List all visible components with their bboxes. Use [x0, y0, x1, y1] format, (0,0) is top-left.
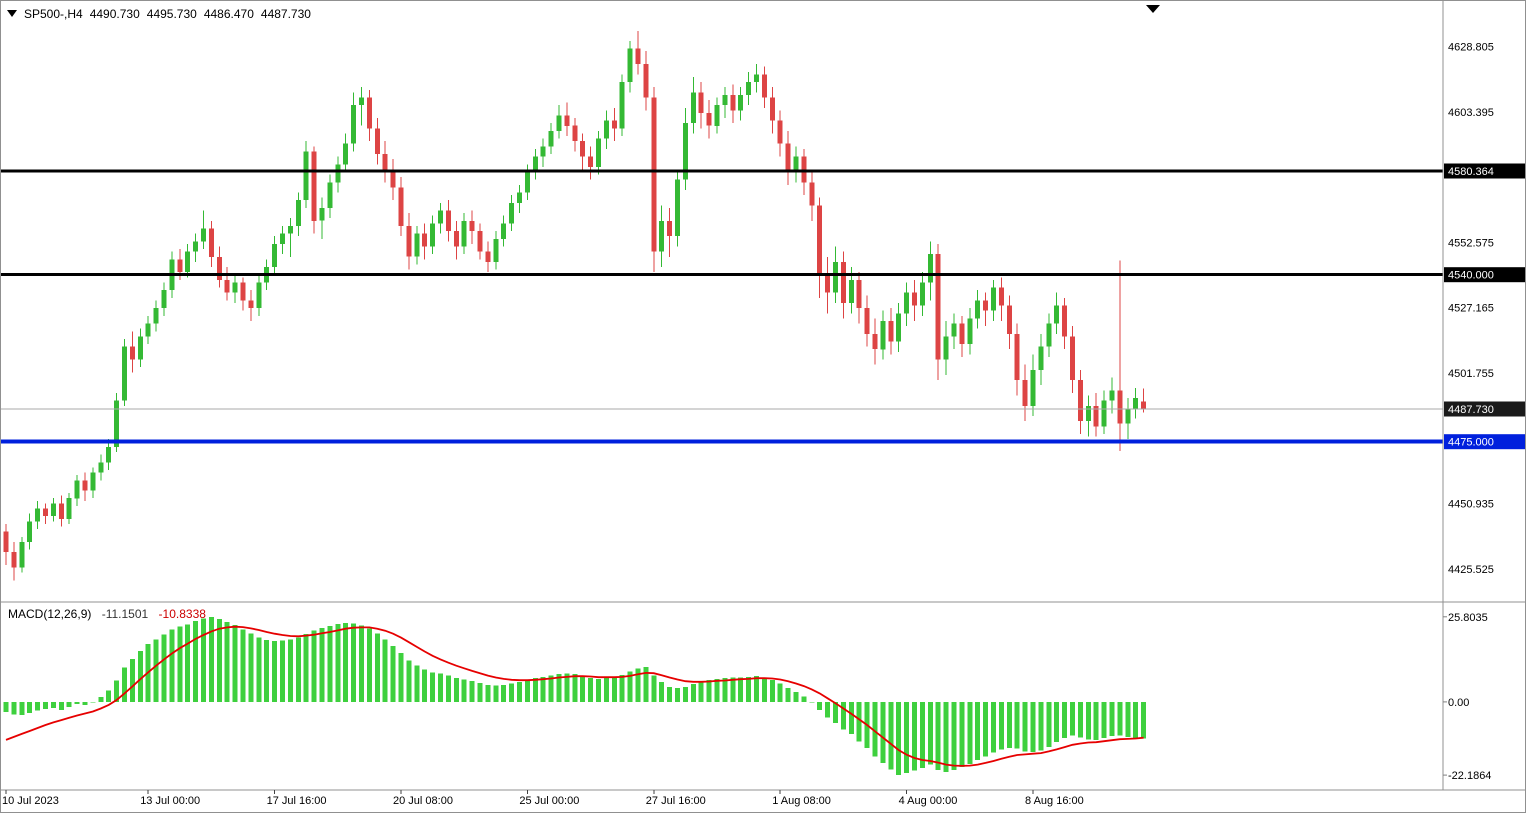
svg-text:13 Jul 00:00: 13 Jul 00:00: [140, 795, 200, 807]
macd-main-value: -11.1501: [101, 607, 149, 621]
svg-text:17 Jul 16:00: 17 Jul 16:00: [267, 795, 327, 807]
open-value: 4490.730: [89, 7, 140, 21]
svg-text:4527.165: 4527.165: [1448, 303, 1494, 315]
horizontal-level-lines[interactable]: [1, 169, 1443, 444]
macd-signal-line: [5, 625, 1144, 767]
macd-indicator-label: MACD(12,26,9) -11.1501 -10.8338: [8, 607, 206, 621]
svg-text:8 Aug 16:00: 8 Aug 16:00: [1025, 795, 1084, 807]
svg-text:0.00: 0.00: [1448, 697, 1469, 709]
svg-text:25.8035: 25.8035: [1448, 612, 1488, 624]
svg-text:10 Jul 2023: 10 Jul 2023: [2, 795, 59, 807]
svg-text:1 Aug 08:00: 1 Aug 08:00: [772, 795, 831, 807]
symbol-period-label: SP500-,H4: [24, 7, 83, 21]
macd-histogram: [3, 616, 1147, 776]
svg-text:4580.364: 4580.364: [1448, 166, 1494, 178]
svg-text:4475.000: 4475.000: [1448, 437, 1494, 449]
high-value: 4495.730: [146, 7, 197, 21]
symbol-dropdown-icon[interactable]: [7, 7, 18, 21]
svg-text:4487.730: 4487.730: [1448, 404, 1494, 416]
svg-text:4540.000: 4540.000: [1448, 270, 1494, 282]
candlestick-series: [3, 31, 1147, 581]
svg-text:4 Aug 00:00: 4 Aug 00:00: [899, 795, 958, 807]
svg-text:4628.805: 4628.805: [1448, 42, 1494, 54]
close-value: 4487.730: [260, 7, 311, 21]
svg-text:-22.1864: -22.1864: [1448, 770, 1491, 782]
svg-text:4603.395: 4603.395: [1448, 107, 1494, 119]
low-value: 4486.470: [203, 7, 254, 21]
svg-text:4501.755: 4501.755: [1448, 368, 1494, 380]
time-scale[interactable]: 10 Jul 2023 13 Jul 00:00 17 Jul 16:00 20 Ju…: [2, 790, 1084, 807]
chart-shift-marker-icon[interactable]: [1146, 5, 1160, 13]
svg-text:4552.575: 4552.575: [1448, 237, 1494, 249]
chart-header: SP500-,H4 4490.730 4495.730 4486.470 448…: [7, 7, 318, 21]
macd-signal-value: -10.8338: [158, 607, 206, 621]
svg-text:4450.935: 4450.935: [1448, 499, 1494, 511]
price-badges: 4580.364 4540.000 4475.000 4487.730: [1444, 163, 1525, 450]
svg-text:4425.525: 4425.525: [1448, 564, 1494, 576]
svg-text:25 Jul 00:00: 25 Jul 00:00: [519, 795, 579, 807]
pane-separators[interactable]: [1, 1, 1525, 791]
svg-text:27 Jul 16:00: 27 Jul 16:00: [646, 795, 706, 807]
macd-scale[interactable]: 25.8035 0.00 -22.1864: [1443, 612, 1491, 782]
svg-text:20 Jul 08:00: 20 Jul 08:00: [393, 795, 453, 807]
macd-name: MACD(12,26,9): [8, 607, 92, 621]
